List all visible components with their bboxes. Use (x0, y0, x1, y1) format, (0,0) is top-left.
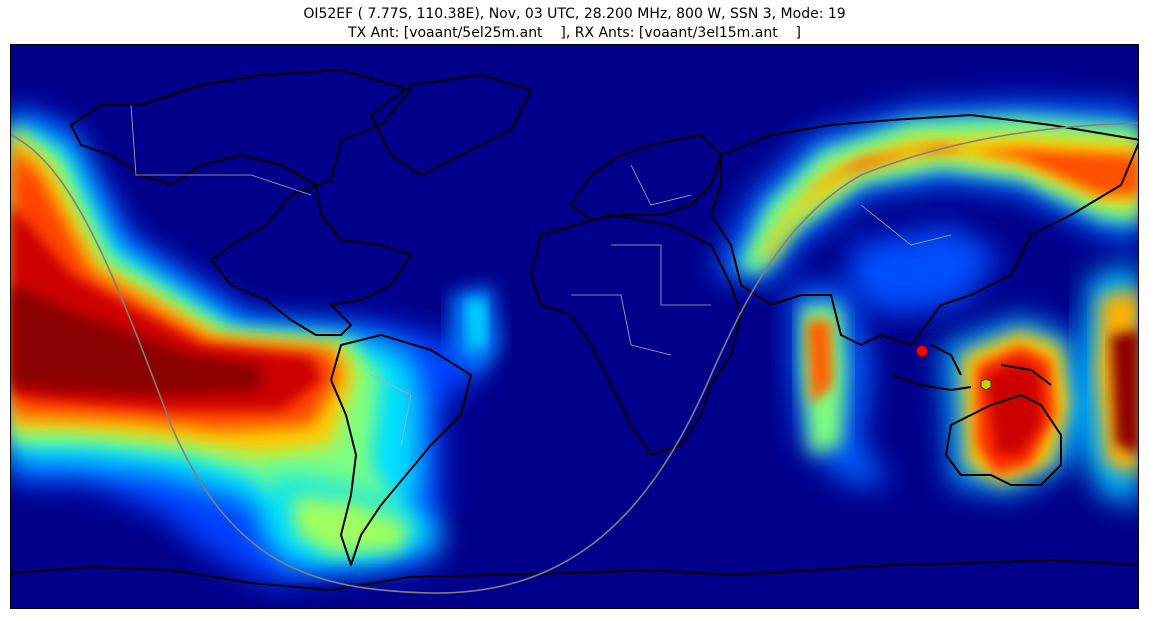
coast-greenland (370, 74, 532, 176)
plot-title: OI52EF ( 7.77S, 110.38E), Nov, 03 UTC, 2… (0, 5, 1149, 43)
coverage-map-svg (11, 45, 1138, 608)
coverage-region-eurasia (711, 100, 1138, 485)
coverage-region-australia (941, 265, 1138, 505)
title-line-2: TX Ant: [voaant/5el25m.ant ], RX Ants: [… (348, 25, 801, 41)
coastlines (11, 69, 1138, 591)
coverage-region-pacific (11, 105, 501, 585)
country-borders (130, 104, 952, 446)
coast-south-america (330, 334, 472, 566)
coast-north-america (70, 69, 412, 336)
receiver-marker (980, 378, 992, 391)
terminator-line (11, 122, 1138, 594)
coast-europe (570, 134, 722, 221)
transmitter-marker (916, 345, 928, 357)
coast-asia (710, 114, 1138, 346)
title-line-1: OI52EF ( 7.77S, 110.38E), Nov, 03 UTC, 2… (303, 6, 846, 22)
coast-australia (945, 394, 1062, 486)
coast-antarctica (11, 559, 1138, 591)
coverage-map (10, 44, 1139, 609)
coast-indonesia (890, 344, 1052, 391)
coast-africa (530, 214, 742, 456)
